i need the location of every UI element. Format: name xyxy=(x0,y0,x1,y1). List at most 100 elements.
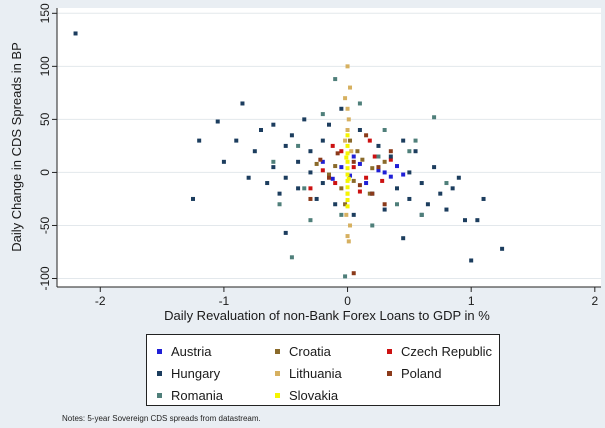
data-point-hungary xyxy=(469,258,474,263)
data-point-hungary xyxy=(259,127,263,132)
data-point-poland xyxy=(327,175,331,180)
data-point-hungary xyxy=(314,196,319,201)
data-point-croatia xyxy=(351,178,356,183)
data-point-romania xyxy=(339,212,344,217)
data-point-hungary xyxy=(289,133,294,138)
x-tick-label: 0 xyxy=(344,294,351,308)
y-tick-label: 100 xyxy=(38,56,52,76)
data-point-hungary xyxy=(463,218,467,223)
axes: -100 -50 0 50 100 150 -2 -1 0 1 2 xyxy=(38,3,601,308)
data-point-czech-republic xyxy=(330,143,335,148)
data-point-hungary xyxy=(333,202,338,207)
data-point-hungary xyxy=(388,154,393,159)
data-point-romania xyxy=(302,186,307,191)
legend-marker xyxy=(157,392,162,398)
legend: Austria Croatia Czech Republic Hungary L… xyxy=(146,334,500,406)
data-point-poland xyxy=(370,191,375,196)
data-point-hungary xyxy=(432,165,437,170)
data-point-romania xyxy=(343,274,348,279)
data-point-slovakia xyxy=(345,178,350,183)
data-point-poland xyxy=(351,271,356,276)
data-point-lithuania xyxy=(346,117,351,122)
data-point-hungary xyxy=(425,202,430,207)
data-point-slovakia xyxy=(345,151,350,156)
data-point-hungary xyxy=(252,149,257,154)
x-tick-label: -1 xyxy=(219,294,230,308)
data-point-hungary xyxy=(475,218,480,223)
data-point-austria xyxy=(388,174,393,179)
data-point-hungary xyxy=(395,186,399,191)
data-point-romania xyxy=(308,218,313,223)
data-point-hungary xyxy=(438,191,443,196)
data-point-hungary xyxy=(407,196,412,201)
data-point-poland xyxy=(318,157,323,162)
data-point-hungary xyxy=(302,117,307,122)
data-point-slovakia xyxy=(345,159,350,164)
data-point-croatia xyxy=(339,186,344,191)
x-tick-label: 1 xyxy=(468,294,475,308)
x-axis-title: Daily Revaluation of non-Bank Forex Loan… xyxy=(164,308,490,323)
data-point-slovakia xyxy=(345,166,350,171)
data-point-hungary xyxy=(320,138,325,143)
data-point-romania xyxy=(407,149,412,154)
data-point-czech-republic xyxy=(364,175,369,180)
data-point-czech-republic xyxy=(372,154,377,159)
legend-label: Romania xyxy=(171,387,224,403)
data-point-hungary xyxy=(271,122,276,127)
data-point-croatia xyxy=(382,159,387,164)
data-point-croatia xyxy=(343,202,348,207)
legend-item-lithuania: Lithuania xyxy=(275,363,387,383)
data-point-poland xyxy=(351,159,356,164)
data-point-hungary xyxy=(382,207,387,212)
data-point-croatia xyxy=(355,149,360,154)
data-point-hungary xyxy=(339,106,344,111)
data-point-hungary xyxy=(221,159,226,164)
data-point-hungary xyxy=(73,31,78,36)
data-point-lithuania xyxy=(349,149,354,154)
data-point-czech-republic xyxy=(388,157,393,162)
data-point-croatia xyxy=(360,157,365,162)
data-point-poland xyxy=(364,133,369,138)
data-point-hungary xyxy=(401,138,406,143)
legend-label: Austria xyxy=(171,343,212,359)
data-point-austria xyxy=(351,154,356,159)
data-point-hungary xyxy=(456,175,461,180)
data-point-lithuania xyxy=(348,223,353,228)
data-point-hungary xyxy=(450,186,455,191)
data-point-lithuania xyxy=(344,212,349,217)
data-point-slovakia xyxy=(344,155,349,160)
data-point-czech-republic xyxy=(339,149,344,154)
data-point-hungary xyxy=(271,165,276,170)
y-axis-title: Daily Change in CDS Spreads in BP xyxy=(9,42,24,252)
data-point-austria xyxy=(348,173,353,178)
legend-label: Slovakia xyxy=(289,387,339,403)
data-point-hungary xyxy=(308,170,313,175)
data-points xyxy=(73,31,505,279)
data-point-hungary xyxy=(500,246,505,251)
y-tick-label: 0 xyxy=(38,169,52,176)
data-point-poland xyxy=(335,151,340,156)
legend-marker xyxy=(275,348,280,354)
data-point-austria xyxy=(364,181,369,186)
data-point-hungary xyxy=(419,181,424,186)
data-point-hungary xyxy=(407,170,412,175)
data-point-hungary xyxy=(308,149,313,154)
data-point-lithuania xyxy=(346,239,351,244)
data-point-poland xyxy=(376,165,381,170)
data-point-hungary xyxy=(277,191,282,196)
data-point-czech-republic xyxy=(357,189,362,194)
data-point-slovakia xyxy=(345,133,350,138)
data-point-slovakia xyxy=(345,185,350,190)
data-point-romania xyxy=(277,202,282,207)
data-point-slovakia xyxy=(345,204,350,209)
data-point-hungary xyxy=(351,212,356,217)
legend-item-slovakia: Slovakia xyxy=(275,385,387,405)
data-point-poland xyxy=(382,202,387,207)
data-point-hungary xyxy=(413,149,418,154)
data-point-romania xyxy=(444,181,449,186)
data-point-czech-republic xyxy=(380,178,385,183)
data-point-hungary xyxy=(265,181,270,186)
data-point-romania xyxy=(382,127,387,132)
x-tick-label: -2 xyxy=(95,294,106,308)
notes-text: Notes: 5-year Sovereign CDS spreads from… xyxy=(62,414,261,423)
